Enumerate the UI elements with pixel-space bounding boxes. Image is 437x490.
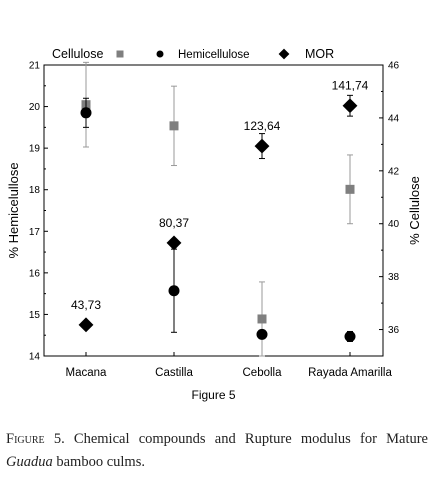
point-hemicellulose bbox=[344, 330, 356, 342]
chart: Cellulose Hemicellulose MOR 14 15 16 17 18 19 20… bbox=[6, 47, 422, 403]
point-mor bbox=[342, 98, 358, 114]
point-mor bbox=[166, 235, 182, 251]
left-tick-label: 19 bbox=[29, 144, 41, 155]
x-tick-label: Rayada Amarilla bbox=[308, 367, 392, 379]
right-tick-label: 46 bbox=[388, 61, 400, 72]
legend-label: MOR bbox=[305, 47, 334, 61]
left-tick-label: 15 bbox=[29, 310, 41, 321]
data-label: 80,37 bbox=[159, 216, 189, 230]
x-tick-label: Macana bbox=[66, 367, 108, 379]
point-cellulose bbox=[345, 184, 355, 194]
figure-caption: Figure 5. Chemical compounds and Rupture… bbox=[6, 428, 428, 474]
point-hemicellulose bbox=[168, 285, 180, 297]
x-tick-label: Cebolla bbox=[243, 367, 283, 379]
caption-text: 5. Chemical compounds and Rupture modulu… bbox=[44, 431, 428, 447]
x-axis-title: Figure 5 bbox=[191, 388, 235, 402]
left-axis-title: % Hemicelullose bbox=[6, 162, 21, 258]
right-tick-label: 36 bbox=[388, 325, 400, 336]
axes: 14 15 16 17 18 19 20 21 36 38 40 42 44 46 Macana Castil… bbox=[6, 61, 422, 403]
legend-label: Hemicellulose bbox=[178, 49, 250, 61]
point-hemicellulose bbox=[256, 328, 268, 340]
caption-italic: Guadua bbox=[6, 454, 53, 470]
x-tick-label: Castilla bbox=[155, 367, 193, 379]
right-axis-title: % Cellulose bbox=[407, 176, 422, 245]
point-cellulose bbox=[257, 314, 267, 324]
plot-frame bbox=[43, 64, 384, 357]
left-tick-label: 20 bbox=[29, 102, 41, 113]
point-hemicellulose bbox=[80, 107, 92, 119]
legend: Cellulose Hemicellulose MOR bbox=[52, 47, 334, 61]
point-cellulose bbox=[169, 121, 179, 131]
left-tick-label: 18 bbox=[29, 185, 41, 196]
point-mor bbox=[254, 138, 270, 154]
legend-marker bbox=[278, 48, 290, 60]
data-label: 123,64 bbox=[244, 119, 281, 133]
caption-lead: Figure bbox=[6, 431, 45, 447]
left-tick-label: 14 bbox=[29, 352, 41, 363]
left-tick-label: 21 bbox=[29, 61, 41, 72]
legend-marker bbox=[156, 50, 164, 58]
left-tick-label: 17 bbox=[29, 227, 41, 238]
caption-tail: bamboo culms. bbox=[52, 454, 145, 470]
right-tick-label: 42 bbox=[388, 166, 400, 177]
legend-marker bbox=[116, 50, 124, 58]
left-tick-label: 16 bbox=[29, 268, 41, 279]
right-tick-label: 38 bbox=[388, 272, 400, 283]
data-marks: 43,73 80,37 123,64 141,74 bbox=[71, 61, 369, 357]
point-mor bbox=[78, 317, 94, 333]
data-label: 141,74 bbox=[332, 79, 369, 93]
legend-label: Cellulose bbox=[52, 47, 103, 61]
data-label: 43,73 bbox=[71, 298, 101, 312]
right-tick-label: 40 bbox=[388, 219, 400, 230]
right-tick-label: 44 bbox=[388, 113, 400, 124]
